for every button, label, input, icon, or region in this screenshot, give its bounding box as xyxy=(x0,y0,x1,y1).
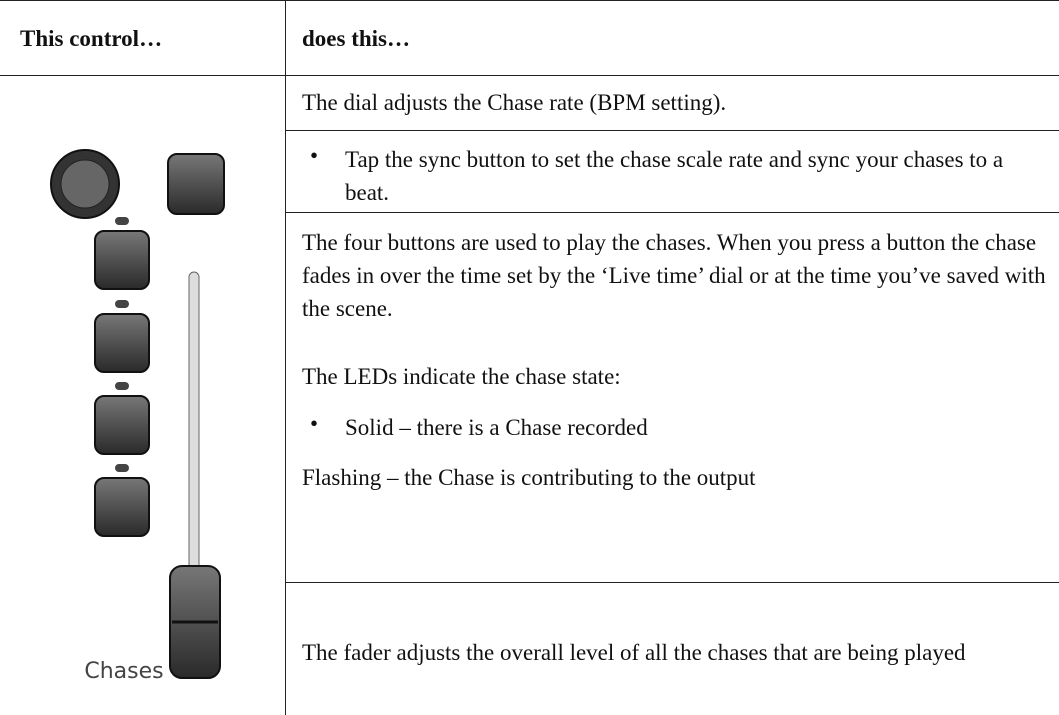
column-divider xyxy=(285,0,286,715)
table-border xyxy=(285,212,1059,213)
cell-text: Solid – there is a Chase recorded xyxy=(345,415,648,440)
header-cell: This control… xyxy=(20,26,163,51)
table-border xyxy=(0,75,1059,76)
cell-text: The fader adjusts the overall level of a… xyxy=(302,640,966,665)
table-border xyxy=(285,582,1059,583)
cell-text: The LEDs indicate the chase state: xyxy=(302,364,621,389)
fader-track xyxy=(188,271,200,573)
control-image: Chases xyxy=(50,149,225,684)
table-border xyxy=(285,130,1059,131)
table-border xyxy=(0,0,1059,1)
cell-text: The four buttons are used to play the ch… xyxy=(302,230,1046,321)
dial-cap xyxy=(60,159,110,209)
bullet: • xyxy=(310,411,319,436)
cell-text: Tap the sync button to set the chase sca… xyxy=(345,147,1004,205)
cell-text: Flashing – the Chase is contributing to … xyxy=(302,465,756,490)
cell-text: The dial adjusts the Chase rate (BPM set… xyxy=(302,90,727,115)
header-cell: does this… xyxy=(302,26,410,51)
bullet: • xyxy=(310,143,319,168)
chase-buttons xyxy=(94,217,150,537)
sync-button xyxy=(167,153,225,215)
image-label: Chases xyxy=(84,659,163,684)
